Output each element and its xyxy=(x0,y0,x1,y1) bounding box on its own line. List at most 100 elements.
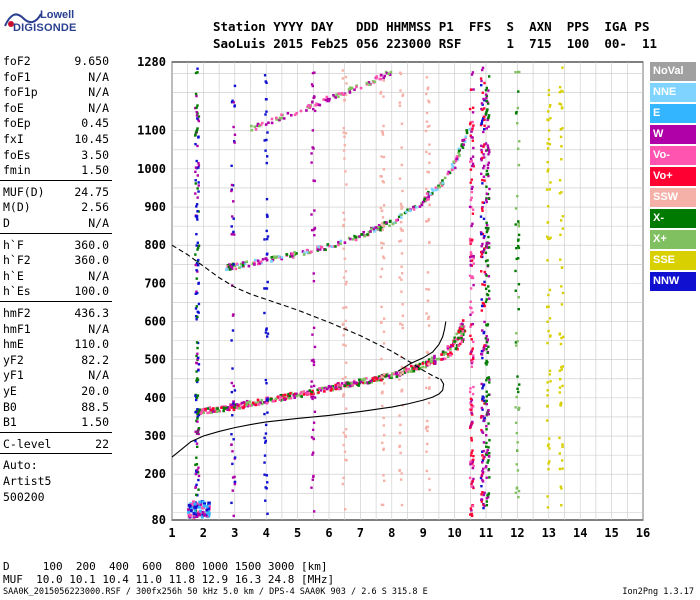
noise-point xyxy=(341,77,345,80)
param-row: foEp 0.45 xyxy=(3,116,109,131)
echo-point xyxy=(337,95,340,98)
noise-point xyxy=(400,220,403,224)
param-value: 110.0 xyxy=(74,337,109,352)
echo-point xyxy=(259,401,262,405)
noise-point xyxy=(471,212,475,215)
noise-point xyxy=(471,120,474,124)
echo-point xyxy=(427,358,431,361)
noise-point xyxy=(470,411,473,415)
noise-point xyxy=(343,257,347,260)
echo-point xyxy=(367,81,371,84)
noise-point xyxy=(230,339,233,342)
noise-point xyxy=(517,283,521,286)
noise-point xyxy=(485,274,488,277)
noise-point xyxy=(515,421,518,425)
legend-item-x-: X+ xyxy=(650,230,696,249)
echo-point xyxy=(369,230,372,233)
echo-point xyxy=(254,128,258,131)
echo-point xyxy=(286,111,290,115)
noise-point xyxy=(549,103,552,107)
echo-point xyxy=(420,202,423,205)
noise-point xyxy=(479,77,483,80)
noise-point xyxy=(343,508,347,511)
noise-point xyxy=(485,399,488,403)
noise-point xyxy=(232,230,235,234)
profile-line-dashed-profile xyxy=(171,244,440,380)
noise-point xyxy=(381,376,384,379)
echo-point xyxy=(365,377,368,380)
echo-point xyxy=(443,176,447,180)
noise-point xyxy=(469,313,472,316)
noise-point xyxy=(428,386,431,389)
noise-point xyxy=(312,326,316,330)
x-tick-label: 4 xyxy=(263,526,270,540)
noise-point xyxy=(398,414,401,417)
noise-point xyxy=(345,183,348,186)
noise-point xyxy=(482,449,485,453)
echo-point xyxy=(254,403,258,407)
noise-point xyxy=(471,164,474,168)
echo-point xyxy=(444,352,448,355)
noise-point xyxy=(424,427,428,430)
echo-point xyxy=(326,99,329,103)
echo-point xyxy=(200,408,204,412)
noise-point xyxy=(547,89,551,92)
echo-point xyxy=(377,375,381,378)
noise-point xyxy=(487,285,490,288)
echo-point xyxy=(230,406,234,409)
noise-point xyxy=(194,71,198,75)
param-value: N/A xyxy=(88,268,109,283)
echo-point xyxy=(371,378,374,382)
noise-point xyxy=(379,90,383,94)
echo-point xyxy=(289,392,292,395)
noise-point xyxy=(383,382,386,385)
echo-point xyxy=(454,337,458,341)
echo-point xyxy=(222,409,225,413)
noise-point xyxy=(266,512,269,516)
echo-point xyxy=(363,234,367,237)
noise-point xyxy=(483,127,486,131)
echo-point xyxy=(308,105,312,109)
echo-point xyxy=(460,143,464,146)
noise-point xyxy=(196,408,199,411)
noise-point xyxy=(428,100,431,104)
noise-point xyxy=(233,133,237,136)
echo-point xyxy=(462,143,465,146)
noise-point xyxy=(231,367,234,370)
noise-point xyxy=(560,89,563,93)
noise-point xyxy=(481,408,484,411)
echo-point xyxy=(426,190,430,194)
noise-point xyxy=(481,156,484,160)
noise-point xyxy=(426,429,429,433)
echo-point xyxy=(385,221,388,224)
echo-point xyxy=(455,344,459,347)
noise-point xyxy=(469,157,473,160)
echo-point xyxy=(379,228,382,232)
echo-point xyxy=(369,379,373,383)
noise-point xyxy=(342,343,345,346)
noise-point xyxy=(230,433,233,436)
noise-point xyxy=(400,365,404,369)
noise-point xyxy=(469,181,472,184)
echo-point xyxy=(259,123,263,127)
noise-point xyxy=(381,390,384,393)
es-echo-point xyxy=(202,504,206,508)
es-echo-point xyxy=(200,515,204,519)
noise-point xyxy=(480,493,483,496)
echo-point xyxy=(295,111,299,115)
echo-point xyxy=(322,386,326,390)
noise-point xyxy=(195,370,198,373)
noise-point xyxy=(195,244,198,247)
noise-point xyxy=(380,320,383,324)
noise-point xyxy=(469,507,473,510)
noise-point xyxy=(195,456,198,459)
noise-point xyxy=(486,246,489,249)
noise-point xyxy=(233,104,237,107)
noise-point xyxy=(486,163,490,167)
noise-point xyxy=(196,315,199,319)
noise-point xyxy=(488,297,491,300)
echo-point xyxy=(412,367,416,371)
noise-point xyxy=(232,140,236,143)
noise-point xyxy=(485,99,488,103)
noise-point xyxy=(379,275,382,278)
